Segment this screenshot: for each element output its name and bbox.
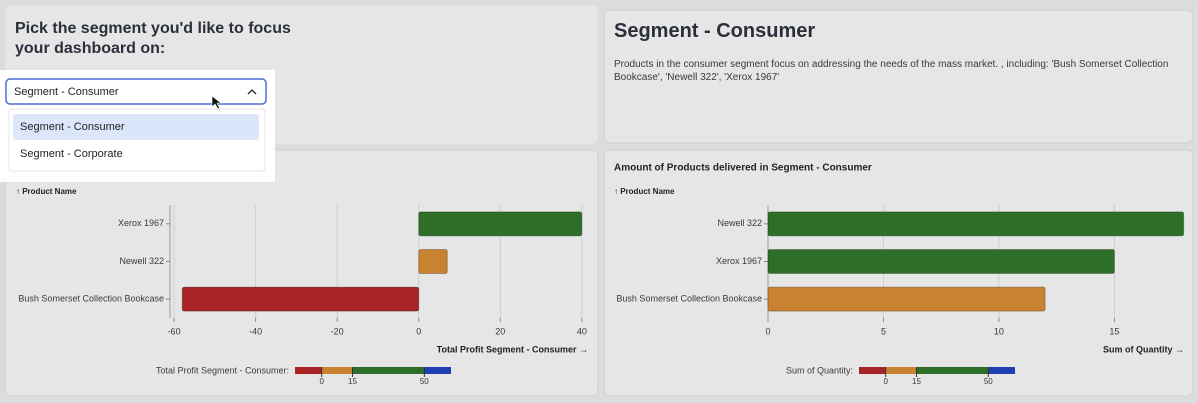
info-title: Segment - Consumer xyxy=(614,20,816,42)
bar xyxy=(418,249,448,274)
option[interactable]: Segment - Consumer xyxy=(20,121,125,133)
x-tick-label: 5 xyxy=(881,326,886,336)
y-tick-label: Bush Somerset Collection Bookcase xyxy=(18,294,164,304)
prompt: Pick the segment you'd like to focus you… xyxy=(15,20,291,57)
y-axis-label: ↑ Product Name xyxy=(614,187,675,196)
x-tick-label: 0 xyxy=(416,326,421,336)
x-axis-label: Sum of Quantity → xyxy=(1103,344,1184,354)
legend-label: Total Profit Segment - Consumer: xyxy=(156,365,289,375)
x-tick-label: 0 xyxy=(765,326,770,336)
panel xyxy=(4,149,599,397)
x-tick-label: 20 xyxy=(495,326,505,336)
legend-swatch xyxy=(352,367,425,374)
y-tick-label: Newell 322 xyxy=(119,256,164,266)
y-axis-label: ↑ Product Name xyxy=(16,187,77,196)
bar xyxy=(181,286,420,312)
panel xyxy=(603,9,1194,144)
x-axis-label: Total Profit Segment - Consumer → xyxy=(437,344,588,354)
legend-tick-label: 15 xyxy=(912,377,921,386)
y-tick-label: Xerox 1967 xyxy=(118,218,164,228)
info-text: Products in the consumer segment focus o… xyxy=(614,59,1169,83)
option-highlight[interactable] xyxy=(13,114,259,140)
y-tick-label: Newell 322 xyxy=(717,218,762,228)
chart-title: Amount of Products delivered in Segment … xyxy=(614,163,872,174)
legend-swatch xyxy=(916,367,989,374)
legend-tick-label: 0 xyxy=(319,377,324,386)
bar xyxy=(767,249,1115,274)
select-box[interactable] xyxy=(5,78,267,105)
x-tick-label: 10 xyxy=(994,326,1004,336)
x-tick-label: -20 xyxy=(331,326,344,336)
x-tick-label: 40 xyxy=(577,326,587,336)
legend-tick-label: 0 xyxy=(883,377,888,386)
legend-swatch xyxy=(321,367,353,374)
legend-swatch xyxy=(859,367,886,374)
cursor xyxy=(211,95,222,110)
y-tick-label: Xerox 1967 xyxy=(716,256,762,266)
x-tick-label: 15 xyxy=(1109,326,1119,336)
legend-label: Sum of Quantity: xyxy=(786,365,853,375)
bar xyxy=(767,211,1185,237)
legend-tick-label: 50 xyxy=(420,377,429,386)
legend-swatch xyxy=(988,367,1015,374)
y-tick-label: Bush Somerset Collection Bookcase xyxy=(616,294,762,304)
option[interactable]: Segment - Corporate xyxy=(20,148,123,160)
legend-tick-label: 15 xyxy=(348,377,357,386)
x-tick-label: -60 xyxy=(168,326,181,336)
legend-tick-label: 50 xyxy=(984,377,993,386)
legend-swatch xyxy=(295,367,322,374)
chevron xyxy=(247,88,257,95)
legend-swatch xyxy=(885,367,917,374)
x-tick-label: -40 xyxy=(249,326,262,336)
bar xyxy=(418,211,583,237)
select-value: Segment - Consumer xyxy=(14,86,119,98)
legend-swatch xyxy=(424,367,451,374)
bar xyxy=(767,286,1046,312)
